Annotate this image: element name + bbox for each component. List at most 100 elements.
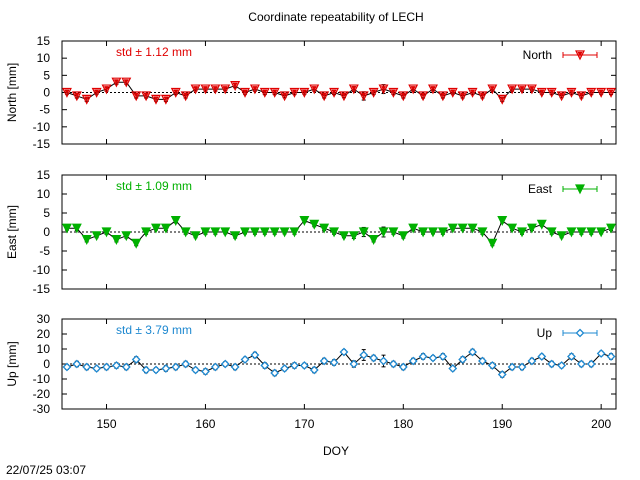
data-point xyxy=(517,84,527,95)
data-point xyxy=(557,361,567,370)
data-point xyxy=(388,87,399,98)
data-point xyxy=(220,227,231,238)
data-point xyxy=(418,352,428,361)
y-tick-label: -5 xyxy=(39,103,50,117)
data-point xyxy=(576,227,587,238)
data-point xyxy=(546,87,557,98)
data-point-fill xyxy=(450,89,456,95)
data-point xyxy=(289,87,300,98)
data-point xyxy=(368,87,379,98)
data-point xyxy=(457,223,468,234)
data-point xyxy=(240,227,250,238)
y-tick-label: 5 xyxy=(43,68,50,82)
footer-timestamp: 22/07/25 03:07 xyxy=(6,463,86,477)
data-point xyxy=(596,87,607,98)
data-point-fill xyxy=(529,86,535,92)
data-point xyxy=(61,223,72,234)
x-tick-label: 180 xyxy=(393,417,413,431)
data-point xyxy=(398,91,409,102)
data-point-fill xyxy=(183,92,189,98)
data-point xyxy=(141,227,152,238)
data-point xyxy=(299,216,310,226)
data-point-fill xyxy=(400,92,406,98)
y-tick-label: 30 xyxy=(37,312,51,326)
data-point-fill xyxy=(608,89,614,95)
data-point xyxy=(418,227,429,238)
y-tick-label: -15 xyxy=(33,137,51,151)
data-point xyxy=(71,91,82,102)
data-point-fill xyxy=(430,86,436,92)
y-axis-label: East [mm] xyxy=(5,205,19,259)
legend-marker xyxy=(575,328,585,338)
data-point xyxy=(418,91,429,102)
data-point xyxy=(161,364,171,373)
data-point xyxy=(527,356,537,366)
std-label: std ± 3.79 mm xyxy=(116,323,192,337)
data-point xyxy=(398,362,408,372)
data-point xyxy=(131,355,141,364)
data-point xyxy=(556,231,567,242)
data-point-fill xyxy=(559,92,565,98)
data-point xyxy=(180,91,191,102)
data-point xyxy=(269,227,280,238)
x-tick-label: 170 xyxy=(294,417,314,431)
legend-marker xyxy=(575,50,585,61)
y-tick-label: -5 xyxy=(39,244,50,258)
data-point xyxy=(458,355,468,364)
data-point-fill xyxy=(420,92,426,98)
data-point xyxy=(517,362,527,372)
data-point xyxy=(151,223,161,234)
legend-marker xyxy=(575,184,585,195)
data-point-fill xyxy=(193,86,199,92)
data-point xyxy=(61,87,72,98)
legend-label: Up xyxy=(537,326,553,340)
y-tick-label: 5 xyxy=(43,206,50,220)
data-point-fill xyxy=(489,86,495,92)
data-point xyxy=(576,91,587,102)
data-point xyxy=(290,361,299,370)
data-point xyxy=(230,81,241,91)
data-point xyxy=(101,227,112,238)
y-tick-label: 10 xyxy=(37,342,51,356)
data-point xyxy=(279,91,290,102)
data-point xyxy=(497,370,507,379)
data-point xyxy=(240,355,250,364)
data-point xyxy=(201,367,210,376)
data-point-fill xyxy=(460,92,466,98)
data-point xyxy=(388,227,399,238)
data-point-fill xyxy=(104,86,110,92)
data-point xyxy=(160,94,171,105)
data-point-fill xyxy=(212,86,218,92)
data-point xyxy=(507,362,517,372)
data-point xyxy=(111,77,122,88)
data-point xyxy=(329,358,339,367)
data-point xyxy=(181,359,191,369)
y-tick-label: -15 xyxy=(33,282,51,296)
x-axis-label: DOY xyxy=(323,444,349,458)
data-point xyxy=(517,227,527,238)
data-point xyxy=(567,352,576,361)
data-point xyxy=(447,87,458,98)
data-point xyxy=(358,227,369,238)
data-point xyxy=(349,359,359,369)
data-point xyxy=(596,227,607,238)
data-point-fill xyxy=(123,79,129,85)
data-point xyxy=(526,84,537,95)
data-point xyxy=(358,91,369,102)
y-tick-label: -10 xyxy=(33,120,51,134)
data-point xyxy=(428,353,438,363)
data-point xyxy=(170,87,181,98)
data-point xyxy=(141,91,152,102)
data-point xyxy=(240,87,250,98)
data-point-fill xyxy=(509,86,515,92)
y-tick-label: -30 xyxy=(33,402,51,416)
data-point-fill xyxy=(321,92,327,98)
data-point xyxy=(210,84,221,95)
data-point xyxy=(102,362,111,372)
data-point xyxy=(477,227,488,238)
data-point xyxy=(487,84,498,95)
data-point xyxy=(467,87,478,98)
data-point xyxy=(249,227,260,238)
data-point xyxy=(131,91,142,102)
data-point xyxy=(210,362,220,372)
